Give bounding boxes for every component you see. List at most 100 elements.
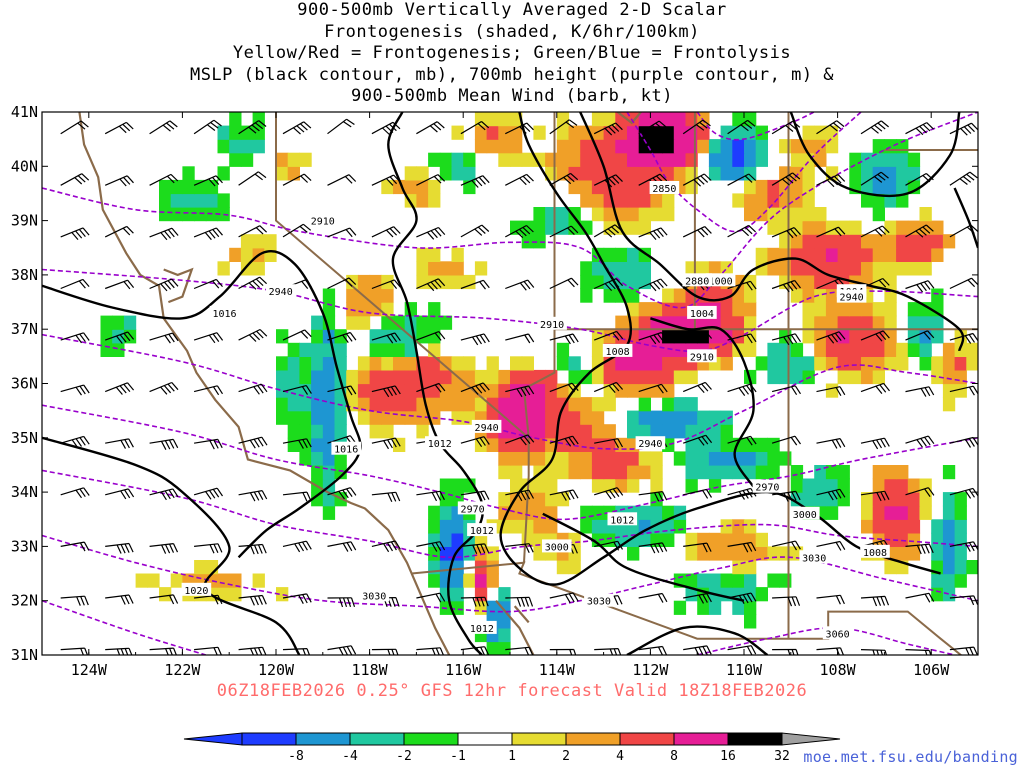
- lon-label: 112W: [632, 661, 669, 679]
- shade-cell: [322, 397, 336, 412]
- shade-cell: [521, 410, 534, 425]
- shade-cell: [521, 234, 534, 249]
- shade-cell: [638, 274, 651, 290]
- shade-cell: [240, 152, 254, 167]
- shade-cell: [369, 329, 382, 344]
- shade-cell: [779, 573, 792, 588]
- shade-cell: [194, 193, 207, 208]
- shade-cell: [568, 397, 581, 412]
- shade-cell: [732, 112, 745, 127]
- wind-barb: [238, 490, 268, 502]
- shade-cell: [685, 410, 698, 425]
- shade-cell: [931, 302, 944, 317]
- wind-barb: [949, 277, 978, 290]
- credit-link[interactable]: moe.met.fsu.edu/banding: [803, 748, 1018, 766]
- shade-cell: [521, 397, 534, 412]
- shade-cell: [416, 166, 429, 181]
- wind-barb: [238, 646, 267, 655]
- wind-barb: [327, 174, 357, 186]
- shade-cell: [591, 532, 605, 547]
- shade-cell: [580, 179, 593, 195]
- shade-cell: [673, 410, 687, 425]
- shade-cell: [147, 573, 160, 588]
- shade-cell: [802, 152, 815, 167]
- shade-cell: [638, 329, 651, 344]
- shade-cell: [627, 179, 640, 195]
- shade-cell: [872, 342, 885, 357]
- shade-cell: [252, 261, 265, 276]
- shade-cell: [790, 207, 804, 222]
- shade-cell: [428, 193, 441, 208]
- shade-cell: [510, 505, 523, 520]
- shade-cell: [814, 342, 827, 357]
- shade-cell: [545, 152, 558, 167]
- shade-cell: [861, 519, 874, 534]
- shade-cell: [322, 465, 336, 480]
- shade-cell: [428, 274, 441, 290]
- shade-cell: [802, 179, 815, 195]
- shade-cell: [369, 356, 382, 371]
- shade-cell: [451, 383, 464, 398]
- wind-barb: [905, 280, 935, 293]
- shade-cell: [872, 465, 885, 480]
- shade-cell: [615, 369, 628, 385]
- shade-cell: [580, 519, 593, 534]
- shade-cell: [744, 166, 757, 181]
- height-label: 3030: [584, 593, 614, 608]
- shade-cell: [217, 139, 230, 154]
- shade-cell: [825, 247, 839, 262]
- shade-cell: [240, 234, 254, 249]
- colorbar-low-arrow: [183, 732, 243, 746]
- shade-cell: [931, 519, 944, 534]
- shade-cell: [638, 397, 651, 412]
- lat-label: 40N: [11, 157, 38, 175]
- wind-barb: [905, 592, 935, 603]
- wind-barb: [727, 333, 757, 344]
- wind-barb: [460, 436, 490, 448]
- wind-barb: [60, 227, 90, 240]
- wind-barb: [105, 488, 135, 500]
- shade-cell: [252, 125, 265, 140]
- shade-cell: [439, 587, 453, 602]
- shade-cell: [814, 207, 827, 222]
- shade-cell: [638, 424, 651, 439]
- shade-cell: [533, 492, 546, 507]
- wind-barb: [60, 541, 90, 552]
- height-label: 2880: [682, 273, 712, 287]
- shade-cell: [287, 424, 300, 439]
- shade-cell: [662, 410, 675, 425]
- shade-cell: [615, 193, 628, 208]
- shade-cell: [627, 302, 640, 317]
- shade-cell: [603, 532, 616, 547]
- shade-cell: [615, 112, 628, 127]
- shade-cell: [708, 424, 722, 439]
- shade-cell: [942, 356, 956, 371]
- shade-cell: [638, 532, 651, 547]
- svg-text:2940: 2940: [638, 439, 662, 450]
- title-line-3: Yellow/Red = Frontogenesis; Green/Blue =…: [232, 43, 792, 63]
- shade-cell: [287, 152, 300, 167]
- shade-cell: [334, 465, 347, 480]
- shade-cell: [755, 139, 768, 154]
- shade-cell: [217, 166, 230, 181]
- wind-barb: [416, 592, 446, 603]
- shade-cell: [708, 478, 722, 493]
- shade-cell: [884, 152, 897, 167]
- mslp-label: 1012: [467, 523, 497, 537]
- shade-cell: [861, 505, 874, 520]
- shade-cell: [404, 342, 417, 357]
- shade-cell: [276, 329, 289, 344]
- svg-text:2940: 2940: [840, 293, 864, 304]
- shade-cell: [568, 465, 581, 480]
- shade-cell: [369, 369, 382, 385]
- shade-cell: [919, 207, 932, 222]
- shade-cell: [428, 315, 441, 330]
- shade-cell: [673, 152, 687, 167]
- shade-cell: [287, 342, 300, 357]
- shade-cell: [650, 356, 663, 371]
- shade-cell: [627, 478, 640, 493]
- shade-cell: [627, 166, 640, 181]
- shade-cell: [159, 193, 172, 208]
- shade-cell: [907, 315, 921, 330]
- shade-cell: [591, 424, 605, 439]
